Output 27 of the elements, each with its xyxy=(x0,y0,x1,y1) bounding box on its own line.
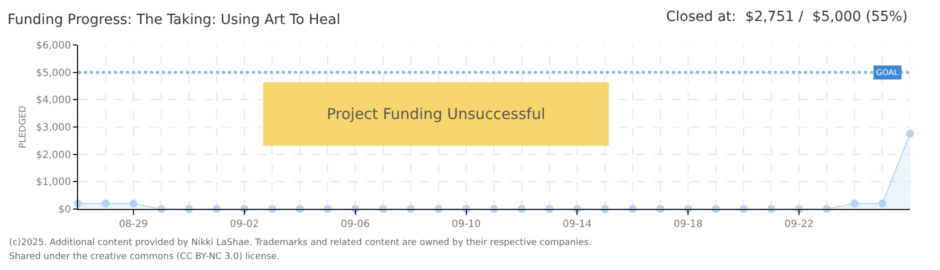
x-tick-label: 09-10 xyxy=(452,219,481,230)
y-axis-title: PLEDGED xyxy=(18,106,28,148)
ref-line-label: GOAL xyxy=(876,68,899,77)
point xyxy=(129,200,138,208)
annotation: Project Funding Unsuccessful xyxy=(326,105,546,123)
chart-subtitle: Closed at: $2,751 / $5,000 (55%) xyxy=(666,9,908,25)
text: Shared under the creative commons (CC BY-NC 3.0) license. xyxy=(9,252,280,262)
x-tick-label: 09-22 xyxy=(784,219,814,230)
y-tick-label: $1,000 xyxy=(36,177,71,188)
text: (c)2025. Additional content provided by Nikki LaShae. Trademarks and related content are owned by their respective companies. xyxy=(9,238,592,248)
y-tick-label: $3,000 xyxy=(36,122,71,134)
y-tick-label: $2,000 xyxy=(36,150,71,161)
y-tick-label: $0 xyxy=(58,204,71,216)
chart-title: Funding Progress: The Taking: Using Art To Heal xyxy=(8,12,340,28)
y-tick-label: $5,000 xyxy=(36,68,71,79)
point xyxy=(906,130,914,138)
y-tick-label: $6,000 xyxy=(36,40,71,52)
x-tick-label: 09-06 xyxy=(340,219,370,230)
point xyxy=(102,200,110,208)
point xyxy=(878,200,886,208)
x-tick-label: 09-14 xyxy=(562,219,592,230)
x-tick-label: 08-29 xyxy=(118,219,148,230)
picture-banner: Project Funding Unsuccessful xyxy=(263,82,609,146)
x-tick-label: 09-02 xyxy=(230,219,259,230)
point xyxy=(850,200,859,208)
y-tick-label: $4,000 xyxy=(36,95,71,106)
x-tick-label: 09-18 xyxy=(674,219,703,230)
